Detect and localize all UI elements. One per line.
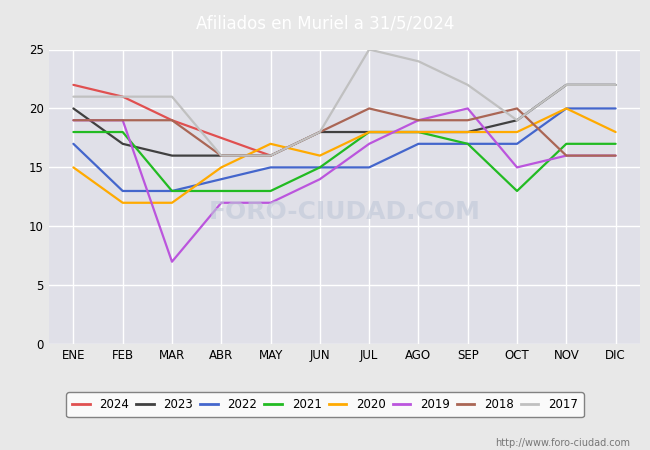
Text: Afiliados en Muriel a 31/5/2024: Afiliados en Muriel a 31/5/2024: [196, 14, 454, 33]
Legend: 2024, 2023, 2022, 2021, 2020, 2019, 2018, 2017: 2024, 2023, 2022, 2021, 2020, 2019, 2018…: [66, 392, 584, 417]
Text: FORO-CIUDAD.COM: FORO-CIUDAD.COM: [209, 200, 480, 224]
Text: http://www.foro-ciudad.com: http://www.foro-ciudad.com: [495, 438, 630, 448]
